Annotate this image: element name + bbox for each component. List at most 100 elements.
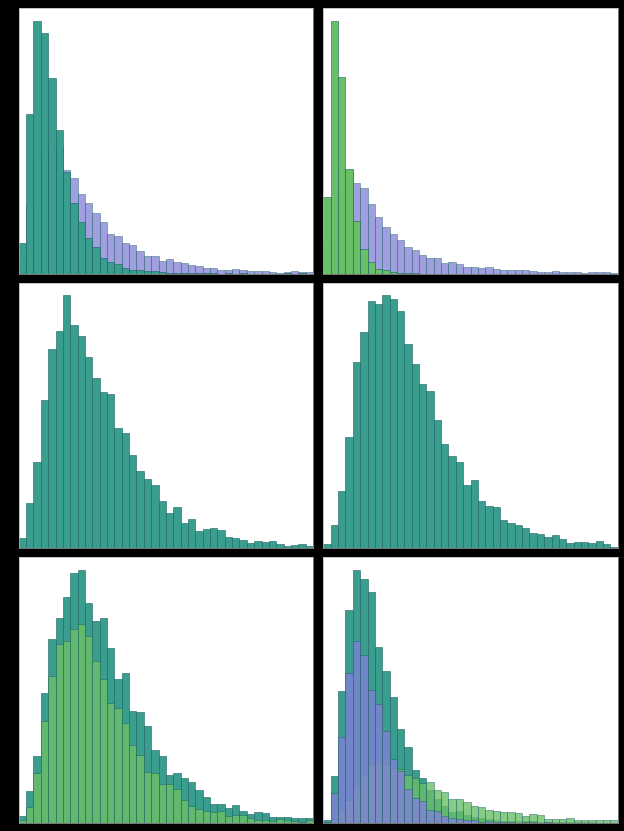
Bar (478, 501, 485, 548)
Bar (56, 130, 63, 273)
Bar (507, 523, 515, 548)
Bar (34, 21, 41, 273)
Bar (434, 799, 441, 823)
Bar (34, 160, 41, 273)
Bar (515, 814, 522, 823)
Bar (188, 782, 195, 823)
Bar (122, 268, 129, 273)
Bar (441, 792, 449, 823)
Bar (331, 196, 338, 273)
Bar (360, 578, 368, 823)
Bar (566, 272, 573, 273)
Bar (500, 812, 507, 823)
Bar (129, 269, 137, 273)
Bar (48, 78, 56, 273)
Bar (100, 222, 107, 273)
Bar (203, 811, 210, 823)
Bar (232, 538, 240, 548)
Bar (41, 693, 48, 823)
Bar (588, 543, 596, 548)
Bar (151, 271, 158, 273)
Bar (48, 137, 56, 273)
Bar (375, 762, 383, 823)
Bar (331, 819, 338, 823)
Bar (56, 145, 63, 273)
Bar (19, 816, 26, 823)
Bar (158, 784, 166, 823)
Bar (338, 737, 346, 823)
Bar (114, 264, 122, 273)
Bar (217, 804, 225, 823)
Bar (383, 730, 389, 823)
Bar (573, 819, 581, 823)
Bar (19, 820, 26, 823)
Bar (34, 461, 41, 548)
Bar (419, 254, 426, 273)
Bar (412, 798, 419, 823)
Bar (485, 819, 493, 823)
Bar (166, 784, 173, 823)
Bar (360, 188, 368, 273)
Bar (195, 267, 203, 273)
Bar (48, 639, 56, 823)
Bar (375, 647, 383, 823)
Bar (529, 814, 537, 823)
Bar (48, 676, 56, 823)
Bar (485, 506, 493, 548)
Bar (463, 267, 470, 273)
Bar (107, 262, 114, 273)
Bar (180, 800, 188, 823)
Bar (63, 170, 71, 273)
Bar (441, 806, 449, 823)
Bar (426, 782, 434, 823)
Bar (92, 248, 100, 273)
Bar (397, 240, 404, 273)
Bar (19, 243, 26, 273)
Bar (85, 637, 92, 823)
Bar (559, 272, 566, 273)
Bar (346, 609, 353, 823)
Bar (92, 378, 100, 548)
Bar (254, 812, 261, 823)
Bar (291, 271, 298, 273)
Bar (441, 263, 449, 273)
Bar (217, 811, 225, 823)
Bar (56, 644, 63, 823)
Bar (544, 819, 552, 823)
Bar (122, 243, 129, 273)
Bar (158, 756, 166, 823)
Bar (247, 543, 254, 548)
Bar (338, 173, 346, 273)
Bar (247, 271, 254, 273)
Bar (144, 271, 151, 273)
Bar (56, 331, 63, 548)
Bar (100, 679, 107, 823)
Bar (419, 783, 426, 823)
Bar (456, 462, 463, 548)
Bar (158, 501, 166, 548)
Bar (19, 538, 26, 548)
Bar (107, 234, 114, 273)
Bar (48, 349, 56, 548)
Bar (544, 537, 552, 548)
Bar (247, 814, 254, 823)
Bar (588, 272, 596, 273)
Bar (449, 456, 456, 548)
Bar (26, 204, 34, 273)
Bar (77, 222, 85, 273)
Bar (434, 811, 441, 823)
Bar (92, 661, 100, 823)
Bar (26, 807, 34, 823)
Bar (610, 820, 618, 823)
Bar (34, 774, 41, 823)
Bar (41, 32, 48, 273)
Bar (449, 262, 456, 273)
Bar (412, 770, 419, 823)
Bar (306, 818, 313, 823)
Bar (225, 808, 232, 823)
Bar (100, 392, 107, 548)
Bar (71, 204, 77, 273)
Bar (240, 815, 247, 823)
Bar (173, 507, 180, 548)
Bar (323, 243, 331, 273)
